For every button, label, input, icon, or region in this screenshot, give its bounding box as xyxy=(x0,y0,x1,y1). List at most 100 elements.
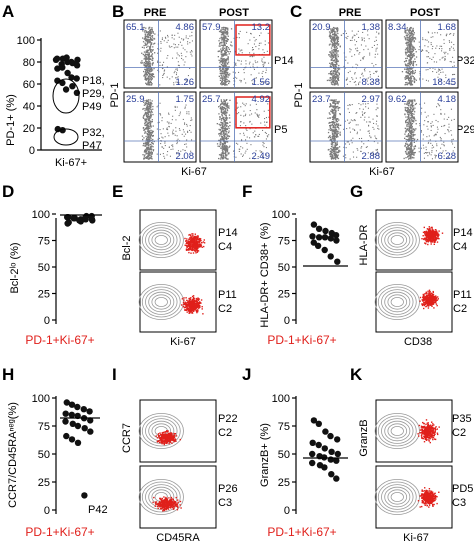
event-dot xyxy=(184,64,185,65)
event-dot xyxy=(144,62,145,63)
event-dot xyxy=(223,109,224,110)
event-dot xyxy=(432,36,433,37)
event-dot xyxy=(404,69,405,70)
event-dot xyxy=(255,40,256,41)
event-dot xyxy=(416,51,417,52)
event-dot xyxy=(410,78,411,79)
event-dot xyxy=(150,69,151,70)
event-dot xyxy=(172,119,173,120)
event-dot xyxy=(150,135,151,136)
panel-letter-i: I xyxy=(112,365,117,384)
event-dot xyxy=(428,121,429,122)
event-dot xyxy=(255,112,256,113)
event-dot xyxy=(356,41,357,42)
event-dot xyxy=(359,52,360,53)
event-dot xyxy=(225,77,226,78)
event-dot xyxy=(330,64,331,65)
event-dot xyxy=(405,109,406,110)
event-dot xyxy=(194,236,195,237)
event-dot xyxy=(408,151,409,152)
event-dot xyxy=(183,119,184,120)
event-dot xyxy=(254,69,255,70)
event-dot xyxy=(146,116,147,117)
event-dot xyxy=(412,39,413,40)
event-dot xyxy=(228,138,229,139)
event-dot xyxy=(352,138,353,139)
event-dot xyxy=(330,79,331,80)
event-dot xyxy=(146,138,147,139)
event-dot xyxy=(343,33,344,34)
event-dot xyxy=(202,313,203,314)
event-dot xyxy=(221,99,222,100)
event-dot xyxy=(141,60,142,61)
event-dot xyxy=(241,50,242,51)
event-dot xyxy=(334,73,335,74)
event-dot xyxy=(227,110,228,111)
event-dot xyxy=(268,63,269,64)
event-dot xyxy=(412,138,413,139)
event-dot xyxy=(154,52,155,53)
event-dot xyxy=(186,113,187,114)
event-dot xyxy=(151,84,152,85)
event-dot xyxy=(228,126,229,127)
event-dot xyxy=(222,29,223,30)
event-dot xyxy=(249,137,250,138)
event-dot xyxy=(408,105,409,106)
event-dot xyxy=(360,117,361,118)
data-point xyxy=(316,234,322,240)
event-dot xyxy=(246,130,247,131)
event-dot xyxy=(187,43,188,44)
event-dot xyxy=(146,153,147,154)
event-dot xyxy=(145,28,146,29)
event-dot xyxy=(167,121,168,122)
event-dot xyxy=(337,39,338,40)
event-dot xyxy=(364,119,365,120)
event-dot xyxy=(356,124,357,125)
event-dot xyxy=(413,61,414,62)
event-dot xyxy=(369,121,370,122)
event-dot xyxy=(150,102,151,103)
event-dot xyxy=(177,135,178,136)
event-dot xyxy=(407,153,408,154)
event-dot xyxy=(184,144,185,145)
event-dot xyxy=(421,132,422,133)
event-dot xyxy=(150,146,151,147)
data-point xyxy=(327,433,333,439)
panel-b-xlabel: Ki-67 xyxy=(181,166,207,178)
event-dot xyxy=(404,36,405,37)
event-dot xyxy=(238,112,239,113)
event-dot xyxy=(165,37,166,38)
event-dot xyxy=(443,39,444,40)
event-dot xyxy=(406,43,407,44)
quadrant-value-ul: 20.9 xyxy=(312,22,331,33)
data-point xyxy=(74,75,80,81)
event-dot xyxy=(227,109,228,110)
event-dot xyxy=(377,143,378,144)
event-dot xyxy=(243,133,244,134)
event-dot xyxy=(357,133,358,134)
quadrant-value-ur: 4.18 xyxy=(438,94,457,105)
event-dot xyxy=(183,40,184,41)
event-dot xyxy=(162,37,163,38)
event-dot xyxy=(150,45,151,46)
event-dot xyxy=(429,152,430,153)
event-dot xyxy=(246,63,247,64)
event-dot xyxy=(333,122,334,123)
event-dot xyxy=(414,79,415,80)
event-dot xyxy=(334,46,335,47)
event-dot xyxy=(190,235,191,236)
event-dot xyxy=(226,40,227,41)
event-dot xyxy=(409,119,410,120)
event-dot xyxy=(242,147,243,148)
event-dot xyxy=(222,153,223,154)
event-dot xyxy=(354,54,355,55)
event-dot xyxy=(334,136,335,137)
event-dot xyxy=(219,62,220,63)
event-dot xyxy=(185,56,186,57)
event-dot xyxy=(192,238,193,239)
event-dot xyxy=(409,68,410,69)
event-dot xyxy=(428,41,429,42)
event-dot xyxy=(410,72,411,73)
event-dot xyxy=(225,151,226,152)
event-dot xyxy=(405,52,406,53)
